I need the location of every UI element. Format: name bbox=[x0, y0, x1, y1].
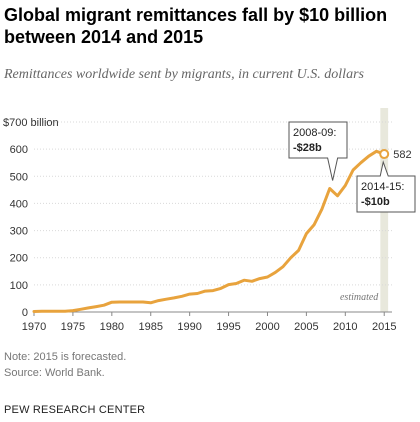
chart-source: Source: World Bank. bbox=[4, 367, 105, 379]
annotation-2008-09: 2008-09: -$28b bbox=[288, 121, 348, 181]
x-tick-label: 2015 bbox=[372, 321, 396, 333]
y-axis-tick-labels: 0 100 200 300 400 500 600 $700 billion bbox=[3, 117, 59, 319]
y-tick-label: 600 bbox=[10, 144, 28, 156]
x-tick-label: 1970 bbox=[22, 321, 46, 333]
x-tick-label: 2000 bbox=[255, 321, 279, 333]
callout-change: -$10b bbox=[361, 196, 390, 208]
y-tick-label: 500 bbox=[10, 171, 28, 183]
y-tick-label: $700 billion bbox=[3, 117, 59, 129]
y-tick-label: 300 bbox=[10, 226, 28, 238]
estimated-band-label: estimated bbox=[340, 292, 379, 303]
annotation-2014-15: 2014-15: -$10b bbox=[356, 160, 416, 213]
chart-title: Global migrant remittances fall by $10 b… bbox=[4, 5, 388, 47]
x-tick-label: 1980 bbox=[100, 321, 124, 333]
y-tick-label: 400 bbox=[10, 198, 28, 210]
x-tick-label: 1990 bbox=[177, 321, 201, 333]
x-tick-label: 1985 bbox=[138, 321, 162, 333]
x-axis-tick-labels: 1970 1975 1980 1985 1990 1995 2000 2005 2010 2015 bbox=[22, 312, 396, 333]
x-tick-label: 2005 bbox=[294, 321, 318, 333]
x-tick-label: 1995 bbox=[216, 321, 240, 333]
callout-box bbox=[356, 160, 416, 213]
chart-subtitle: Remittances worldwide sent by migrants, … bbox=[4, 67, 364, 82]
series-line-layer: 582 bbox=[32, 149, 412, 313]
callout-change: -$28b bbox=[293, 142, 322, 154]
callout-box bbox=[288, 121, 348, 181]
x-tick-label: 1975 bbox=[61, 321, 85, 333]
annotations-layer: 2008-09: -$28b 2014-15: -$10b bbox=[288, 121, 416, 213]
callout-period: 2014-15: bbox=[361, 181, 404, 193]
gridlines bbox=[34, 121, 392, 313]
line-chart: estimated 0 100 200 300 400 500 600 $700 billio… bbox=[3, 108, 416, 333]
chart-note: Note: 2015 is forecasted. bbox=[4, 351, 127, 363]
callout-period: 2008-09: bbox=[293, 127, 336, 139]
y-tick-label: 0 bbox=[22, 307, 28, 319]
series-line bbox=[32, 149, 386, 313]
y-tick-label: 200 bbox=[10, 253, 28, 265]
organization-credit: PEW RESEARCH CENTER bbox=[4, 404, 146, 416]
end-point-marker bbox=[379, 149, 390, 160]
y-tick-label: 100 bbox=[10, 280, 28, 292]
end-value-label: 582 bbox=[393, 149, 411, 161]
x-tick-label: 2010 bbox=[333, 321, 357, 333]
